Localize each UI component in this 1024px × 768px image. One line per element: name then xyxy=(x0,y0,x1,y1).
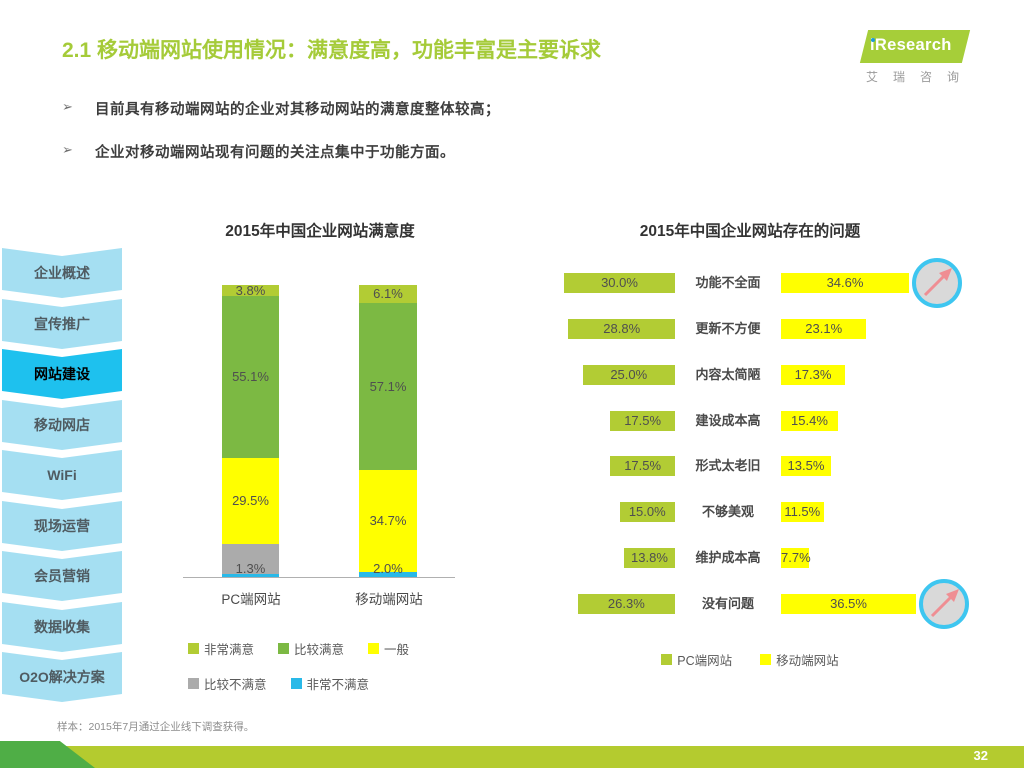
legend-item: 比较满意 xyxy=(278,639,344,658)
legend-swatch xyxy=(661,654,673,665)
bar-segment-比较满意 xyxy=(359,302,417,471)
footer-bar xyxy=(0,746,1024,768)
segment-value-label: 1.3% xyxy=(235,561,266,576)
problem-label: 没有问题 xyxy=(701,596,754,611)
legend-swatch xyxy=(290,678,302,689)
mobile-bar: 34.6% xyxy=(781,273,910,293)
page-number: 32 xyxy=(973,748,988,763)
legend-item: 非常不满意 xyxy=(290,674,370,693)
bullet-line: ➢ 企业对移动端网站现有问题的关注点集中于功能方面。 xyxy=(62,141,455,162)
trend-arrow-icon xyxy=(910,256,964,310)
mobile-bar: 36.5% xyxy=(781,594,917,614)
mobile-bar: 15.4% xyxy=(781,411,838,431)
trend-arrow-icon xyxy=(917,577,971,631)
pc-bar: 13.8% xyxy=(623,548,675,568)
legend-label: 一般 xyxy=(384,643,410,657)
segment-value-label: 29.5% xyxy=(232,492,269,508)
bar-segment-非常不满意 xyxy=(222,574,279,578)
legend-swatch xyxy=(188,643,199,654)
bullet-text: 企业对移动端网站现有问题的关注点集中于功能方面。 xyxy=(95,145,455,161)
problem-label: 功能不全面 xyxy=(695,275,761,290)
sidebar-item-3[interactable]: 移动网店 xyxy=(2,400,122,450)
sidebar-item-1[interactable]: 宣传推广 xyxy=(2,299,122,349)
segment-value-label: 57.1% xyxy=(369,378,407,394)
segment-value-label: 55.1% xyxy=(232,368,269,384)
bullet-text: 目前具有移动端网站的企业对其移动网站的满意度整体较高； xyxy=(95,102,500,118)
bar-segment-非常满意 xyxy=(222,285,279,297)
bar-segment-非常满意 xyxy=(359,285,417,303)
right-chart-title: 2015年中国企业网站存在的问题 xyxy=(639,223,861,240)
sidebar-item-5[interactable]: 现场运营 xyxy=(2,501,122,551)
legend-label: 移动端网站 xyxy=(776,654,839,668)
legend-swatch xyxy=(278,643,290,654)
mobile-bar: 7.7% xyxy=(781,548,811,568)
mobile-bar: 13.5% xyxy=(781,456,831,476)
left-chart-title: 2015年中国企业网站满意度 xyxy=(225,223,415,240)
legend-label: 非常不满意 xyxy=(306,678,370,692)
pc-bar: 26.3% xyxy=(577,594,675,614)
sidebar-item-7[interactable]: 数据收集 xyxy=(2,602,122,652)
bar-segment-一般 xyxy=(222,457,279,544)
arrow-bullet-icon: ➢ xyxy=(62,142,73,157)
sample-note: 样本：2015年7月通过企业线下调查获得。 xyxy=(57,721,255,733)
sidebar-item-8[interactable]: O2O解决方案 xyxy=(2,652,122,702)
bullet-line: ➢ 目前具有移动端网站的企业对其移动网站的满意度整体较高； xyxy=(62,98,500,119)
problem-label: 形式太老旧 xyxy=(695,458,761,473)
segment-value-label: 6.1% xyxy=(373,285,403,301)
right-chart-legend: PC端网站 移动端网站 xyxy=(600,650,900,669)
problem-label: 更新不方便 xyxy=(695,321,761,336)
legend-swatch xyxy=(368,643,380,654)
legend-item: PC端网站 xyxy=(661,650,732,669)
segment-value-label: 34.7% xyxy=(369,513,407,528)
problem-label: 不够美观 xyxy=(701,504,754,519)
pc-bar: 25.0% xyxy=(582,365,675,385)
segment-value-label: 2.0% xyxy=(373,561,403,576)
category-label: 移动端网站 xyxy=(355,592,423,607)
sidebar-item-4[interactable]: WiFi xyxy=(2,450,122,500)
legend-item: 非常满意 xyxy=(188,639,254,658)
legend-item: 比较不满意 xyxy=(188,674,267,693)
bar-segment-非常不满意 xyxy=(359,572,417,578)
legend-swatch xyxy=(188,678,199,689)
category-label: PC端网站 xyxy=(221,592,281,607)
mobile-bar: 11.5% xyxy=(781,502,824,522)
mobile-bar: 17.3% xyxy=(781,365,845,385)
left-chart-legend-row1: 非常满意 比较满意 一般 xyxy=(188,639,409,658)
pc-bar: 30.0% xyxy=(564,273,675,293)
pc-bar: 28.8% xyxy=(568,319,675,339)
legend-item: 移动端网站 xyxy=(760,650,839,669)
pc-bar: 17.5% xyxy=(610,411,675,431)
problem-label: 建设成本高 xyxy=(695,413,761,428)
sidebar-item-2[interactable]: 网站建设 xyxy=(2,349,122,399)
legend-label: 比较满意 xyxy=(294,643,345,657)
bar-segment-比较满意 xyxy=(222,296,279,458)
legend-label: 比较不满意 xyxy=(204,678,267,692)
page-title: 2.1 移动端网站使用情况：满意度高，功能丰富是主要诉求 xyxy=(62,39,602,62)
mobile-bar: 23.1% xyxy=(781,319,867,339)
left-chart-legend-row2: 比较不满意 非常不满意 xyxy=(188,674,369,693)
legend-swatch xyxy=(760,654,772,665)
bar-segment-比较不满意 xyxy=(222,544,279,575)
sidebar-item-6[interactable]: 会员营销 xyxy=(2,551,122,601)
legend-label: 非常满意 xyxy=(204,643,255,657)
arrow-bullet-icon: ➢ xyxy=(62,99,73,114)
problem-label: 内容太简陋 xyxy=(695,367,761,382)
problem-label: 维护成本高 xyxy=(695,550,761,565)
logo-i-dot-icon xyxy=(871,37,875,42)
iresearch-logo: iResearch 艾瑞咨询 xyxy=(854,28,1014,84)
bar-segment-一般 xyxy=(359,470,417,572)
legend-label: PC端网站 xyxy=(677,654,733,668)
pc-bar: 15.0% xyxy=(619,502,675,522)
logo-chinese-text: 艾瑞咨询 xyxy=(866,70,975,84)
legend-item: 一般 xyxy=(368,639,409,658)
x-axis-line xyxy=(183,577,455,578)
pc-bar: 17.5% xyxy=(610,456,675,476)
segment-value-label: 3.8% xyxy=(235,282,266,298)
logo-brand-text: iResearch xyxy=(870,36,952,54)
sidebar-item-0[interactable]: 企业概述 xyxy=(2,248,122,298)
